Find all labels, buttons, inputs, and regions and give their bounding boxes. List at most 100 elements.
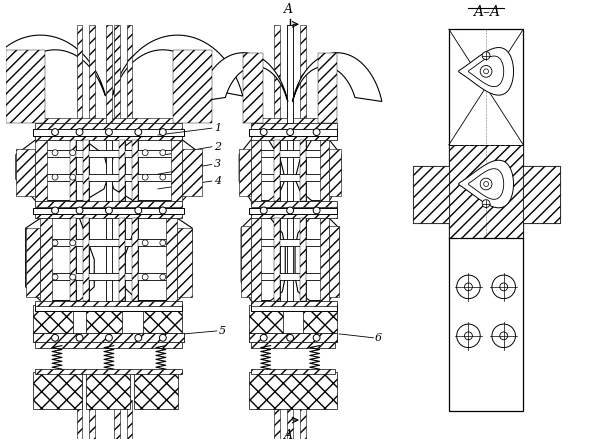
Circle shape: [313, 334, 320, 341]
Bar: [449, 29, 523, 411]
Circle shape: [480, 65, 492, 77]
Bar: [523, 166, 559, 223]
Bar: [249, 333, 337, 342]
Circle shape: [500, 332, 508, 340]
Bar: [36, 201, 183, 206]
Bar: [36, 140, 47, 201]
Bar: [77, 400, 83, 439]
Bar: [133, 218, 138, 301]
Bar: [40, 174, 177, 181]
Bar: [70, 140, 76, 201]
Polygon shape: [459, 160, 513, 208]
Circle shape: [70, 150, 76, 155]
Circle shape: [160, 274, 166, 280]
Polygon shape: [26, 218, 94, 301]
Bar: [83, 140, 89, 201]
Bar: [300, 218, 306, 301]
Bar: [287, 140, 293, 201]
Circle shape: [313, 129, 320, 135]
Bar: [243, 53, 263, 123]
Circle shape: [287, 129, 293, 135]
Text: 5: 5: [218, 326, 226, 336]
Circle shape: [492, 324, 515, 348]
Bar: [303, 305, 337, 333]
Bar: [251, 134, 337, 140]
Bar: [249, 207, 337, 214]
Bar: [274, 218, 280, 301]
Text: 4: 4: [214, 176, 221, 186]
Bar: [249, 129, 337, 136]
Circle shape: [76, 207, 83, 214]
Circle shape: [465, 283, 472, 291]
Bar: [251, 123, 337, 129]
Circle shape: [135, 334, 142, 341]
Circle shape: [484, 182, 488, 186]
Bar: [40, 150, 177, 157]
Bar: [287, 400, 293, 439]
Circle shape: [260, 334, 267, 341]
Bar: [33, 305, 73, 333]
Circle shape: [159, 334, 166, 341]
Bar: [412, 166, 449, 223]
Circle shape: [142, 174, 148, 180]
Circle shape: [76, 129, 83, 135]
Text: A: A: [284, 429, 293, 442]
Bar: [70, 140, 76, 201]
Circle shape: [105, 129, 112, 135]
Bar: [249, 305, 283, 333]
Circle shape: [160, 174, 166, 180]
Bar: [36, 342, 183, 348]
Circle shape: [105, 334, 112, 341]
Bar: [36, 212, 183, 218]
Bar: [127, 400, 133, 439]
Circle shape: [457, 324, 480, 348]
Bar: [33, 129, 184, 136]
Bar: [40, 273, 177, 280]
Bar: [133, 218, 138, 301]
Circle shape: [135, 207, 142, 214]
Bar: [300, 25, 306, 123]
Bar: [300, 140, 306, 201]
Circle shape: [313, 207, 320, 214]
Bar: [70, 218, 76, 301]
Circle shape: [457, 275, 480, 299]
Bar: [119, 218, 124, 301]
Bar: [143, 305, 183, 333]
Bar: [274, 25, 280, 123]
Bar: [89, 25, 95, 123]
Bar: [241, 226, 251, 297]
Bar: [36, 301, 183, 306]
Circle shape: [465, 332, 472, 340]
Bar: [318, 53, 337, 123]
Bar: [177, 228, 192, 297]
Bar: [36, 369, 183, 374]
Bar: [287, 25, 293, 123]
Polygon shape: [16, 140, 109, 201]
Circle shape: [287, 334, 293, 341]
Bar: [287, 25, 293, 123]
Bar: [83, 218, 89, 301]
Bar: [256, 239, 332, 246]
Bar: [119, 140, 124, 201]
Text: 1: 1: [214, 123, 221, 133]
Circle shape: [52, 274, 58, 280]
Bar: [40, 239, 177, 246]
Bar: [106, 140, 112, 201]
Polygon shape: [124, 218, 192, 301]
Bar: [26, 228, 40, 297]
Text: 3: 3: [214, 159, 221, 170]
Text: 6: 6: [374, 333, 381, 343]
Text: A–A: A–A: [472, 5, 500, 19]
Bar: [251, 369, 335, 374]
Bar: [251, 201, 337, 206]
Bar: [274, 400, 280, 439]
Text: 2: 2: [214, 142, 221, 152]
Bar: [320, 140, 330, 201]
Circle shape: [484, 69, 488, 74]
Bar: [166, 218, 177, 301]
Polygon shape: [468, 169, 504, 199]
Circle shape: [52, 174, 58, 180]
Bar: [36, 305, 183, 311]
Bar: [171, 140, 183, 201]
Circle shape: [500, 283, 508, 291]
